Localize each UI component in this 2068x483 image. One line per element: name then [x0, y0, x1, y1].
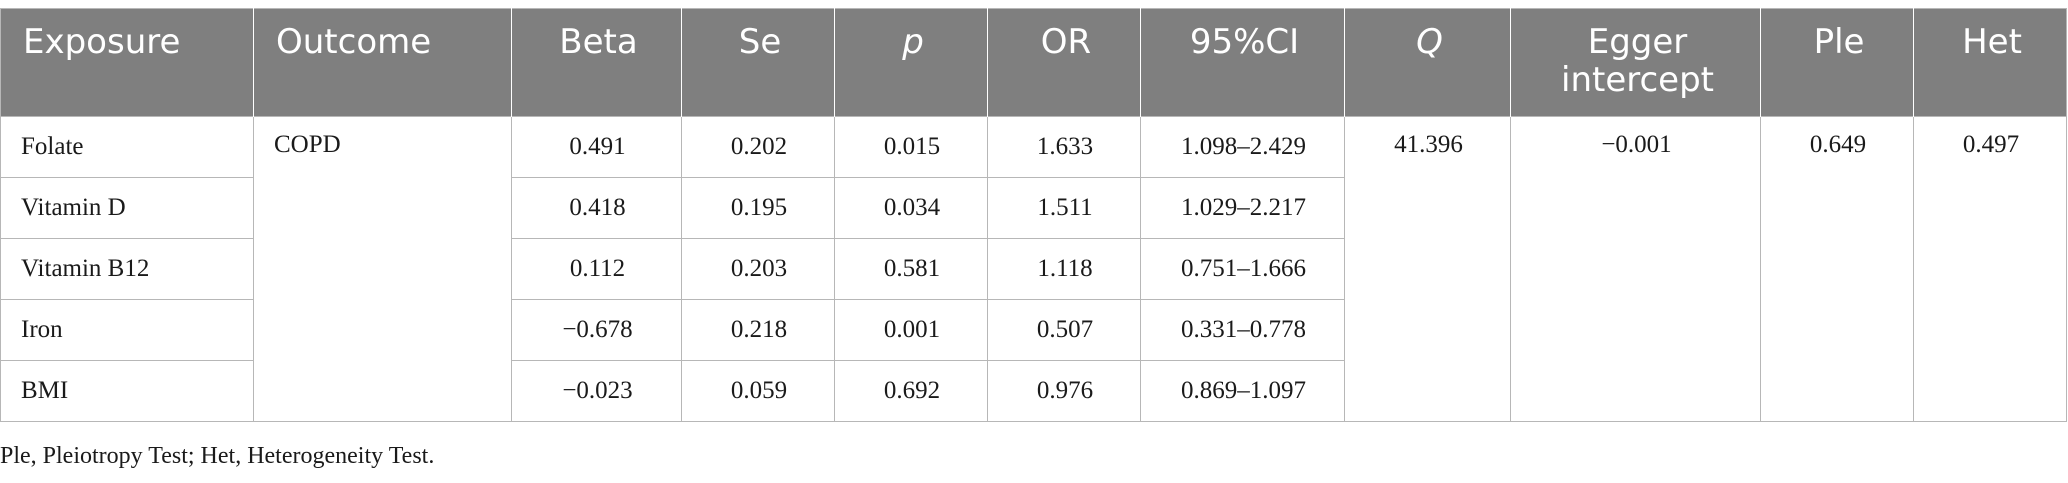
- header-or: OR: [987, 8, 1141, 117]
- table-row: Iron −0.678 0.218 0.001 0.507 0.331–0.77…: [0, 299, 2067, 361]
- header-ple: Ple: [1760, 8, 1914, 117]
- cell-beta: 0.418: [511, 177, 682, 239]
- table-row: BMI −0.023 0.059 0.692 0.976 0.869–1.097: [0, 360, 2067, 422]
- cell-beta: 0.491: [511, 116, 682, 178]
- cell-se: 0.203: [681, 238, 835, 300]
- cell-or: 0.507: [987, 299, 1141, 361]
- cell-beta: 0.112: [511, 238, 682, 300]
- table-header-row: Exposure Outcome Beta Se p OR 95%CI Q Eg…: [0, 8, 2067, 117]
- cell-outcome: COPD: [253, 116, 512, 422]
- cell-se: 0.195: [681, 177, 835, 239]
- cell-p: 0.034: [834, 177, 988, 239]
- table-row: Vitamin B12 0.112 0.203 0.581 1.118 0.75…: [0, 238, 2067, 300]
- header-ci: 95%CI: [1140, 8, 1345, 117]
- cell-exposure: Vitamin D: [0, 177, 254, 239]
- cell-exposure: Iron: [0, 299, 254, 361]
- cell-p: 0.581: [834, 238, 988, 300]
- results-table-container: Exposure Outcome Beta Se p OR 95%CI Q Eg…: [0, 8, 2067, 422]
- cell-q: 41.396: [1344, 116, 1511, 422]
- cell-p: 0.692: [834, 360, 988, 422]
- cell-ci: 0.751–1.666: [1140, 238, 1345, 300]
- cell-beta: −0.678: [511, 299, 682, 361]
- cell-ci: 1.098–2.429: [1140, 116, 1345, 178]
- cell-p: 0.001: [834, 299, 988, 361]
- cell-ci: 0.869–1.097: [1140, 360, 1345, 422]
- cell-beta: −0.023: [511, 360, 682, 422]
- cell-ci: 1.029–2.217: [1140, 177, 1345, 239]
- cell-se: 0.202: [681, 116, 835, 178]
- cell-egger-intercept: −0.001: [1510, 116, 1761, 422]
- mr-results-table: Exposure Outcome Beta Se p OR 95%CI Q Eg…: [0, 8, 2067, 422]
- cell-or: 0.976: [987, 360, 1141, 422]
- header-egger-intercept: Egger intercept: [1510, 8, 1761, 117]
- header-beta: Beta: [511, 8, 682, 117]
- header-q: Q: [1344, 8, 1511, 117]
- cell-p: 0.015: [834, 116, 988, 178]
- cell-het: 0.497: [1913, 116, 2067, 422]
- cell-or: 1.633: [987, 116, 1141, 178]
- table-row: Folate COPD 0.491 0.202 0.015 1.633 1.09…: [0, 116, 2067, 422]
- cell-se: 0.218: [681, 299, 835, 361]
- cell-exposure: BMI: [0, 360, 254, 422]
- header-het: Het: [1913, 8, 2067, 117]
- cell-exposure: Folate: [0, 116, 254, 178]
- table-footnote: Ple, Pleiotropy Test; Het, Heterogeneity…: [0, 443, 435, 469]
- cell-or: 1.118: [987, 238, 1141, 300]
- header-p: p: [834, 8, 988, 117]
- header-outcome: Outcome: [253, 8, 512, 117]
- cell-ci: 0.331–0.778: [1140, 299, 1345, 361]
- header-se: Se: [681, 8, 835, 117]
- cell-exposure: Vitamin B12: [0, 238, 254, 300]
- cell-ple: 0.649: [1760, 116, 1914, 422]
- cell-se: 0.059: [681, 360, 835, 422]
- header-exposure: Exposure: [0, 8, 254, 117]
- cell-or: 1.511: [987, 177, 1141, 239]
